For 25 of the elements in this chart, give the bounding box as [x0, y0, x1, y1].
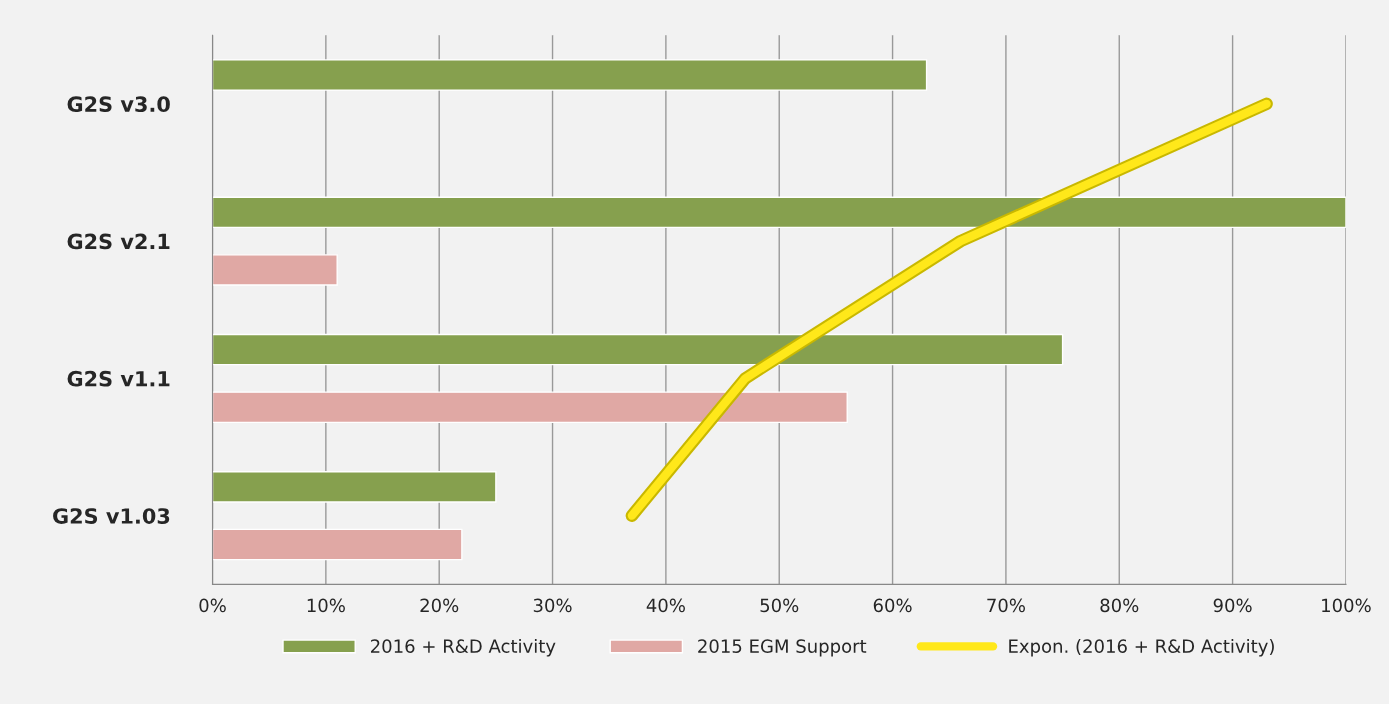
legend-label: 2016 + R&D Activity [371, 639, 556, 657]
x-tick-label: 50% [760, 598, 799, 613]
x-tick-label: 100% [1322, 598, 1371, 613]
bar [212, 471, 497, 503]
x-tick-label: 40% [646, 598, 685, 613]
x-tick-label: 70% [987, 598, 1025, 613]
y-tick-label: G2S v3.0 [67, 96, 170, 113]
x-tick-label: 0% [199, 598, 226, 613]
x-tick-label: 90% [1213, 598, 1252, 613]
bar [212, 254, 338, 286]
legend-label: 2015 EGM Support [698, 639, 867, 657]
bar [212, 59, 928, 91]
x-tick-label: 80% [1100, 598, 1139, 613]
x-tick-label: 20% [420, 598, 459, 613]
x-tick-label: 10% [307, 598, 345, 613]
legend-label: Expon. (2016 + R&D Activity) [1009, 639, 1274, 657]
x-tick-label: 30% [533, 598, 572, 613]
y-tick-label: G2S v1.1 [67, 370, 170, 387]
bar [212, 196, 1346, 229]
y-tick-label: G2S v1.03 [53, 508, 170, 524]
bar [212, 528, 463, 561]
y-tick-label: G2S v2.1 [67, 233, 170, 250]
bar [212, 391, 848, 424]
bar [212, 333, 1064, 366]
x-tick-label: 60% [873, 598, 912, 613]
